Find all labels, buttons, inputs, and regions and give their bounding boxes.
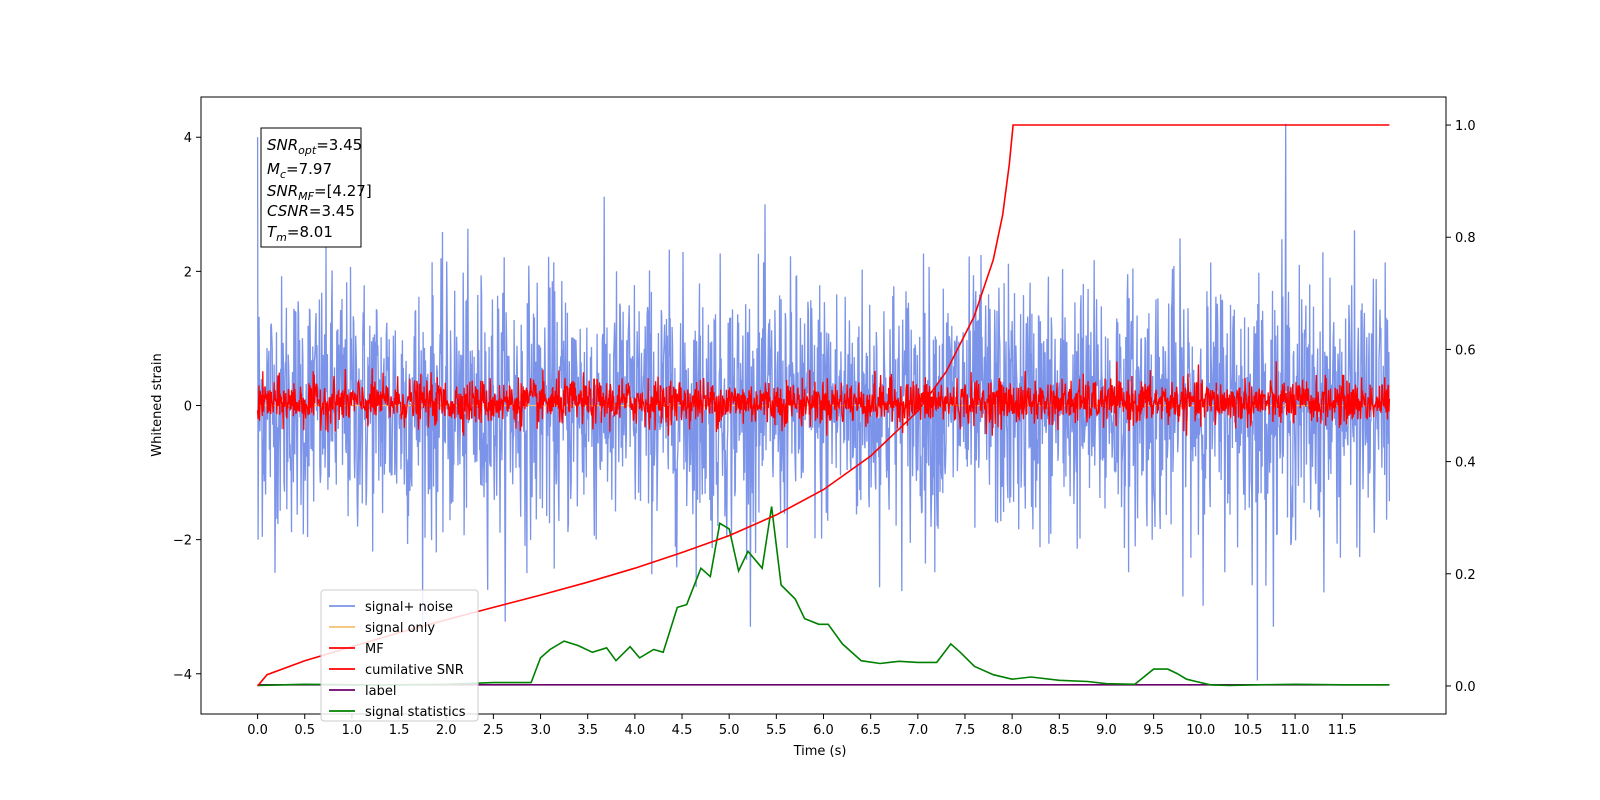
y2-tick-label: 0.2: [1455, 568, 1476, 583]
legend-label: signal statistics: [365, 705, 466, 720]
info-snr-opt: SNRopt=3.45: [267, 136, 362, 157]
x-tick-label: 11.5: [1328, 723, 1357, 738]
x-tick-label: 3.5: [577, 723, 598, 738]
x-tick-label: 4.5: [672, 723, 693, 738]
x-tick-label: 7.0: [907, 723, 928, 738]
info-csnr: CSNR=3.45: [267, 202, 355, 220]
y-tick-label: −2: [173, 534, 192, 549]
x-tick-label: 5.5: [766, 723, 787, 738]
y-tick-label: −4: [173, 668, 192, 683]
x-tick-label: 7.5: [955, 723, 976, 738]
y2-tick-label: 0.4: [1455, 456, 1476, 471]
x-tick-label: 6.5: [860, 723, 881, 738]
x-tick-label: 10.0: [1186, 723, 1215, 738]
x-tick-label: 2.5: [483, 723, 504, 738]
x-tick-label: 8.0: [1002, 723, 1023, 738]
legend-label: label: [365, 684, 396, 699]
x-tick-label: 6.0: [813, 723, 834, 738]
x-tick-label: 5.0: [719, 723, 740, 738]
y2-tick-label: 0.6: [1455, 343, 1476, 358]
legend-label: cumilative SNR: [365, 663, 464, 678]
series-mf-line: [256, 361, 1391, 436]
series-signal-noise-line: [256, 123, 1391, 681]
legend-frame: [320, 589, 479, 722]
x-tick-label: 1.5: [389, 723, 410, 738]
legend-label: signal only: [365, 621, 435, 636]
x-tick-label: 9.5: [1143, 723, 1164, 738]
x-tick-label: 11.0: [1281, 723, 1310, 738]
info-mc: Mc=7.97: [267, 160, 332, 181]
y2-tick-label: 0.8: [1455, 231, 1476, 246]
x-tick-label: 8.5: [1049, 723, 1070, 738]
y2-tick-label: 1.0: [1455, 119, 1476, 134]
y-axis-label: Whitened strain: [150, 353, 165, 456]
y2-tick-label: 0.0: [1455, 680, 1476, 695]
series-signal-statistics-line: [257, 506, 1390, 687]
x-tick-label: 0.0: [247, 723, 268, 738]
x-tick-label: 3.0: [530, 723, 551, 738]
x-tick-label: 4.0: [625, 723, 646, 738]
info-snr-mf: SNRMF=[4.27]: [267, 182, 372, 203]
y-tick-label: 4: [184, 131, 192, 146]
legend-label: MF: [365, 642, 384, 657]
x-tick-label: 1.0: [342, 723, 363, 738]
info-box-frame: [260, 127, 362, 248]
info-tm: Tm=8.01: [267, 223, 333, 244]
legend-label: signal+ noise: [365, 600, 453, 615]
y-tick-label: 2: [184, 265, 192, 280]
x-axis-label: Time (s): [793, 744, 847, 759]
legend: signal+ noise signal only MF cumilative SNR…: [320, 589, 479, 722]
y-tick-label: 0: [184, 400, 192, 415]
axis-ticks: 0.0 0.5 1.0 1.5 2.0 2.5 3.0 3.5 4.0 4.5 5.0 5.5 6.0 6…: [173, 119, 1476, 738]
x-tick-label: 9.0: [1096, 723, 1117, 738]
info-box: SNRopt=3.45 Mc=7.97 SNRMF=[4.27] CSNR=3.…: [260, 127, 372, 248]
x-tick-label: 2.0: [436, 723, 457, 738]
x-tick-label: 0.5: [294, 723, 315, 738]
x-tick-label: 10.5: [1233, 723, 1262, 738]
